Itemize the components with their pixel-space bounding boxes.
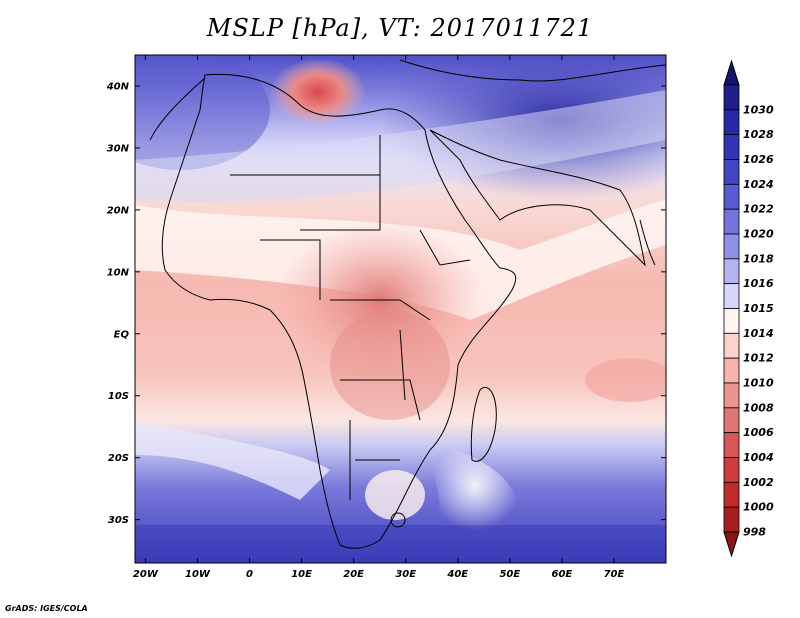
colorbar-level-label: 1008 — [743, 401, 774, 414]
latitude-axis: 40N 30N 20N 10N EQ 10S 20S 30S — [106, 81, 666, 526]
colorbar-segment — [723, 109, 740, 136]
colorbar-level-label: 1022 — [743, 203, 774, 216]
lat-tick-label: 40N — [106, 81, 130, 92]
colorbar-segment — [723, 332, 740, 359]
colorbar-segment — [723, 258, 740, 285]
colorbar-segment — [723, 407, 740, 434]
coastlines — [149, 59, 666, 549]
colorbar-level-label: 1002 — [743, 476, 774, 489]
colorbar-level-label: 1000 — [743, 501, 774, 514]
lat-tick-label: 20S — [108, 453, 129, 464]
colorbar-level-label: 1012 — [743, 352, 774, 365]
lat-tick-label: 20N — [107, 205, 130, 216]
colorbar-level-label: 1015 — [743, 302, 774, 315]
plot-frame — [134, 54, 667, 564]
colorbar-segment — [723, 134, 740, 160]
lon-tick-label: 70E — [604, 569, 625, 580]
longitude-axis: 20W 10W 0 10E 20E 30E 40E 50E 60E 70E — [133, 55, 625, 580]
madagascar-coastline — [470, 387, 497, 462]
lon-tick-label: 60E — [552, 569, 573, 580]
lat-tick-label: 30S — [108, 515, 129, 526]
colorbar-level-label: 1018 — [743, 252, 774, 265]
colorbar-level-label: 1010 — [743, 377, 774, 390]
colorbar-segment — [723, 308, 740, 334]
colorbar-segment — [723, 233, 740, 260]
map-title: MSLP [hPa], VT: 2017011721 — [206, 14, 594, 42]
colorbar-level-label: 1024 — [743, 178, 774, 191]
lon-tick-label: 10W — [185, 569, 211, 580]
lat-tick-label: 10S — [108, 391, 129, 402]
grads-credit: GrADS: IGES/COLA — [5, 604, 88, 613]
lon-tick-label: 30E — [395, 569, 416, 580]
colorbar-segment — [723, 159, 740, 185]
africa-coastline — [161, 73, 517, 549]
colorbar-top-arrow — [723, 59, 740, 86]
lon-tick-label: 10E — [291, 569, 312, 580]
colorbar-level-label: 1016 — [743, 277, 774, 290]
colorbar-level-label: 1030 — [743, 103, 774, 116]
colorbar-bottom-arrow — [723, 531, 740, 558]
low-pressure-mediterranean — [270, 58, 366, 126]
colorbar-level-label: 1006 — [743, 426, 774, 439]
lat-tick-label: 30N — [107, 143, 130, 154]
lon-tick-label: 40E — [446, 569, 468, 580]
lon-tick-label: 50E — [499, 569, 520, 580]
pressure-field — [135, 55, 666, 563]
colorbar-segment — [723, 382, 740, 409]
colorbar-level-label: 1004 — [743, 451, 774, 464]
colorbar-segment — [723, 432, 740, 458]
colorbar-level-label: 1014 — [743, 327, 774, 340]
colorbar-level-label: 1020 — [743, 228, 774, 241]
colorbar-segment — [723, 457, 740, 483]
colorbar-level-label: 1026 — [743, 153, 774, 166]
lat-tick-label: 10N — [107, 267, 130, 278]
colorbar-segment — [723, 506, 740, 533]
colorbar-segment — [723, 283, 740, 309]
lon-tick-label: 20E — [343, 569, 364, 580]
lon-tick-label: 20W — [133, 569, 159, 580]
lat-tick-label: EQ — [114, 329, 130, 340]
lon-tick-label: 0 — [246, 569, 253, 580]
colorbar-level-label: 998 — [743, 526, 766, 539]
colorbar-segment — [723, 357, 740, 384]
colorbar-level-label: 1028 — [743, 128, 774, 141]
colorbar-segment — [723, 208, 740, 235]
colorbar: 1030 1028 1026 1024 1022 1020 1018 1016 1015 1014… — [723, 59, 774, 558]
colorbar-segment — [723, 183, 740, 210]
colorbar-segment — [723, 481, 740, 508]
colorbar-segment — [723, 84, 740, 111]
